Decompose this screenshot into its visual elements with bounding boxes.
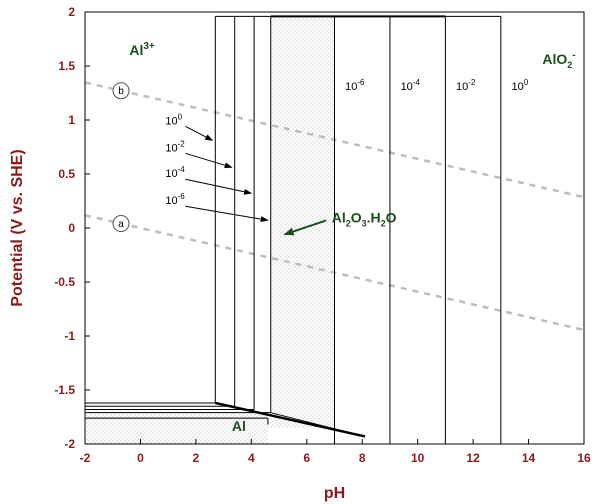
- alkaline-concentration-label: 10-6: [345, 78, 365, 93]
- y-tick-label: 0: [68, 221, 75, 235]
- concentration-arrow: [185, 152, 233, 169]
- species-label-al2o3-h2o: Al2O3.H2O: [332, 210, 397, 229]
- y-tick-label: 1: [68, 113, 75, 127]
- x-tick-label: 6: [303, 451, 310, 465]
- water-line-marker-b: b: [112, 82, 130, 100]
- x-axis-title: pH: [324, 485, 345, 502]
- y-tick-label: -1.5: [54, 383, 75, 397]
- acid-concentration-label: 10-6: [165, 192, 185, 207]
- concentration-arrow: [185, 178, 253, 195]
- oxide-stability-region: [270, 16, 335, 428]
- concentration-arrow: [185, 125, 214, 141]
- x-tick-label: 8: [359, 451, 366, 465]
- species-label-alo2: AlO2-: [542, 50, 575, 70]
- boundary-al-oxide-dilute: [270, 412, 366, 437]
- svg-text:a: a: [118, 219, 124, 230]
- svg-text:b: b: [118, 86, 124, 97]
- y-tick-label: -0.5: [54, 275, 75, 289]
- y-tick-label: 1.5: [58, 59, 75, 73]
- x-tick-label: 0: [137, 451, 144, 465]
- y-tick-label: -1: [64, 329, 75, 343]
- boundary-al-oxide: [215, 401, 366, 438]
- oxide-pointer-arrow: [283, 219, 327, 236]
- x-tick-label: 4: [248, 451, 255, 465]
- x-tick-label: 2: [193, 451, 200, 465]
- acid-concentration-label: 100: [165, 112, 182, 127]
- y-tick-label: 0.5: [58, 167, 75, 181]
- x-tick-label: 12: [466, 451, 480, 465]
- x-tick-label: 10: [411, 451, 425, 465]
- water-line-marker-a: a: [112, 215, 130, 233]
- y-axis-title: Potential (V vs. SHE): [9, 149, 26, 306]
- y-tick-label: 2: [68, 5, 75, 19]
- species-label-al3: Al3+: [129, 41, 155, 58]
- x-tick-label: 16: [577, 451, 591, 465]
- acid-concentration-label: 10-4: [165, 165, 185, 180]
- x-tick-label: 14: [522, 451, 536, 465]
- y-tick-label: -2: [64, 437, 75, 451]
- alkaline-concentration-label: 100: [511, 78, 528, 93]
- species-label-al: Al: [232, 418, 246, 434]
- acid-concentration-label: 10-2: [165, 139, 185, 154]
- alkaline-concentration-label: 10-2: [456, 78, 476, 93]
- x-tick-label: -2: [80, 451, 91, 465]
- concentration-arrow: [185, 205, 269, 223]
- alkaline-concentration-label: 10-4: [401, 78, 421, 93]
